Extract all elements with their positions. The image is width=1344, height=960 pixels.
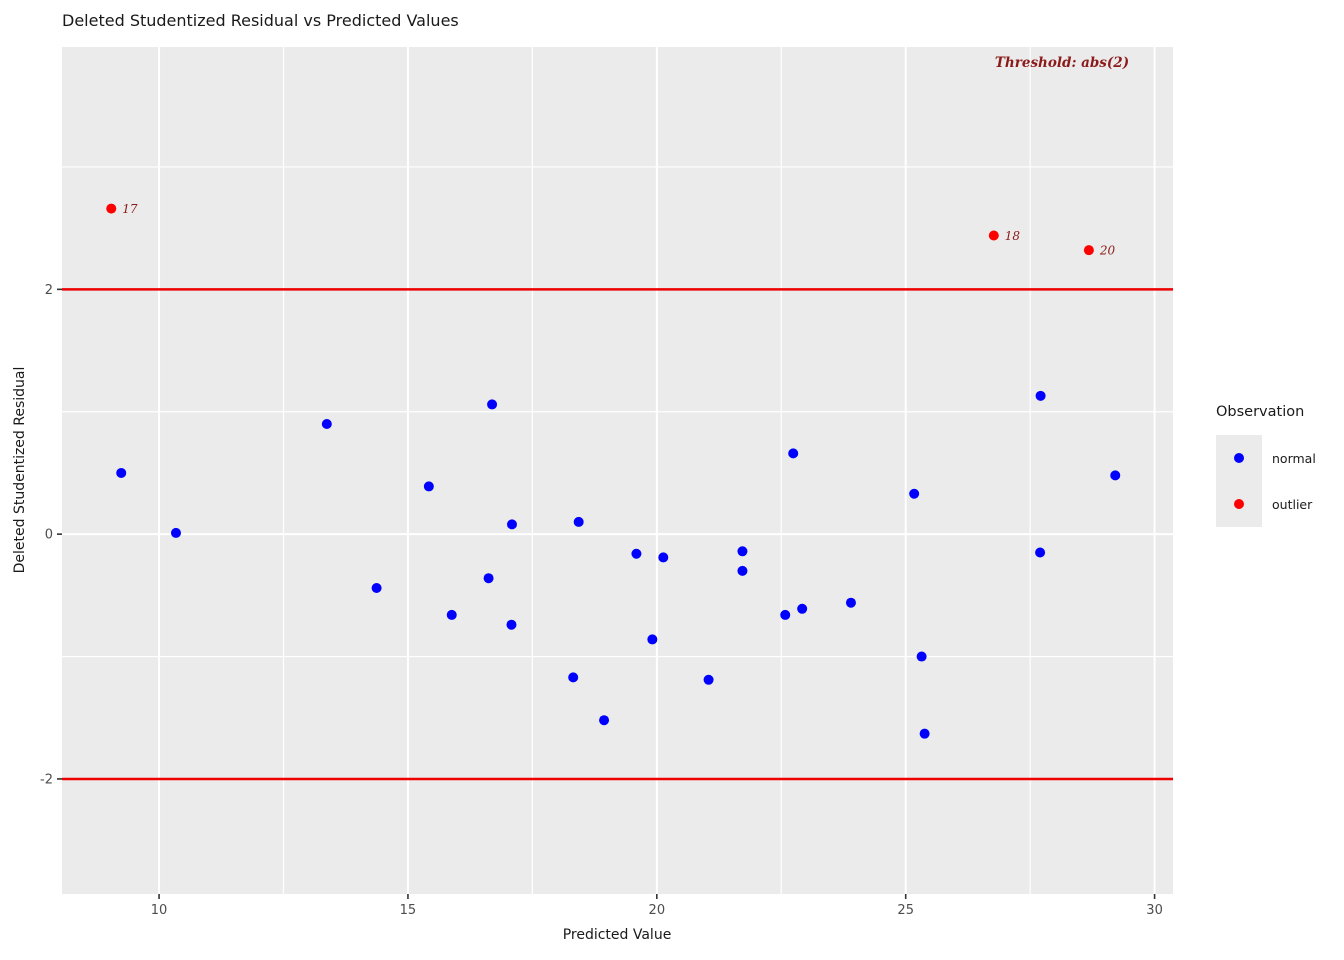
x-tick-label: 25 [897, 903, 914, 918]
data-point-normal [116, 467, 127, 478]
data-point-normal [703, 674, 714, 685]
data-point-normal [788, 448, 799, 459]
legend-key-normal [1216, 435, 1262, 481]
legend-key-outlier [1216, 481, 1262, 527]
data-point-normal [573, 516, 584, 527]
legend-item-normal: normal [1216, 435, 1316, 481]
legend-label-outlier: outlier [1272, 496, 1313, 512]
data-point-normal [780, 609, 791, 620]
x-tick-label: 15 [400, 903, 417, 918]
y-tick-label: 2 [45, 283, 53, 298]
data-point-normal [506, 519, 517, 530]
threshold-annotation: Threshold: abs(2) [995, 55, 1129, 71]
data-point-normal [321, 418, 332, 429]
legend-label-normal: normal [1272, 450, 1316, 466]
legend-title: Observation [1216, 404, 1305, 420]
data-point-normal [1035, 547, 1046, 558]
data-point-normal [371, 583, 382, 594]
data-point-normal [1035, 390, 1046, 401]
normal-point-icon [1234, 453, 1244, 463]
data-point-normal [909, 488, 920, 499]
legend: Observation normal outlier [1216, 404, 1316, 527]
data-point-normal [916, 651, 927, 662]
data-point-normal [845, 597, 856, 608]
outlier-point-label: 17 [122, 202, 138, 216]
y-tick-label: 0 [45, 528, 53, 543]
data-point-normal [568, 672, 579, 683]
data-point-outlier [106, 203, 117, 214]
data-point-normal [1110, 470, 1121, 481]
plot-title: Deleted Studentized Residual vs Predicte… [62, 11, 459, 30]
data-point-normal [170, 527, 181, 538]
data-point-normal [737, 565, 748, 576]
outlier-point-icon [1234, 499, 1244, 509]
data-point-outlier [988, 230, 999, 241]
x-tick-label: 20 [649, 903, 666, 918]
data-point-normal [797, 603, 808, 614]
data-point-normal [506, 619, 517, 630]
data-point-normal [647, 634, 658, 645]
data-point-normal [599, 715, 610, 726]
outlier-point-label: 20 [1099, 244, 1116, 258]
plot-panel [62, 47, 1173, 894]
y-tick-label: -2 [40, 772, 53, 787]
data-point-normal [919, 728, 930, 739]
data-point-normal [737, 546, 748, 557]
x-axis-title: Predicted Value [562, 927, 672, 943]
data-point-normal [658, 552, 669, 563]
legend-item-outlier: outlier [1216, 481, 1316, 527]
data-point-normal [487, 399, 498, 410]
data-point-normal [631, 548, 642, 559]
data-point-outlier [1083, 245, 1094, 256]
y-axis-title: Deleted Studentized Residual [12, 366, 28, 574]
x-tick-label: 30 [1146, 903, 1163, 918]
data-point-normal [446, 609, 457, 620]
x-tick-label: 10 [151, 903, 168, 918]
data-point-normal [423, 481, 434, 492]
outlier-point-label: 18 [1005, 229, 1021, 243]
data-point-normal [483, 573, 494, 584]
